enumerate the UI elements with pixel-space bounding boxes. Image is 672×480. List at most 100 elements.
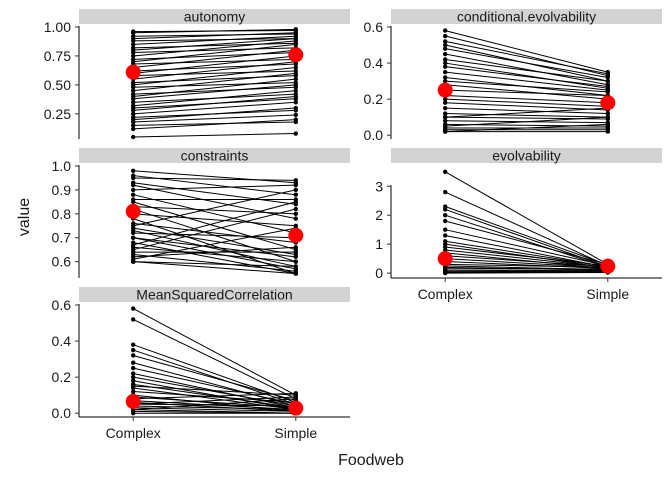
pair-line — [133, 101, 296, 115]
y-tick-label: 0.7 — [52, 230, 72, 246]
complex-point — [131, 175, 136, 181]
facet-title: autonomy — [184, 9, 245, 25]
complex-point — [131, 53, 136, 59]
pair-line — [133, 261, 296, 275]
facet-strip — [79, 287, 350, 302]
simple-point — [605, 78, 610, 84]
y-axis-title: value — [16, 198, 33, 236]
mean-point — [600, 95, 616, 111]
pair-line — [133, 246, 296, 263]
y-tick-label: 0.0 — [52, 405, 72, 421]
pair-line — [445, 62, 608, 89]
complex-point — [443, 213, 448, 218]
simple-point — [293, 91, 298, 97]
complex-point — [443, 39, 448, 44]
pair-line — [133, 349, 296, 405]
pair-line — [132, 318, 297, 400]
x-tick-label: Simple — [274, 425, 317, 441]
pair-line — [133, 170, 296, 184]
pair-line — [445, 214, 608, 268]
simple-point — [293, 100, 298, 105]
simple-point — [293, 394, 298, 400]
simple-point — [605, 75, 610, 80]
pair-line — [133, 407, 296, 412]
simple-point — [293, 192, 298, 197]
pair-line — [445, 58, 608, 82]
complex-point — [131, 342, 136, 347]
complex-point — [131, 88, 136, 93]
pair-line — [133, 355, 296, 402]
pair-line — [133, 376, 296, 407]
complex-point — [443, 105, 448, 111]
simple-point — [605, 71, 610, 77]
complex-point — [131, 353, 136, 358]
pair-line — [445, 206, 608, 266]
simple-point — [293, 266, 298, 272]
simple-point — [293, 76, 298, 82]
complex-point — [131, 249, 136, 255]
pair-line — [445, 255, 608, 268]
complex-point — [443, 28, 448, 33]
y-tick-label: 0.75 — [44, 48, 71, 64]
simple-point — [293, 73, 298, 78]
mean-point — [288, 400, 304, 416]
pair-line — [445, 272, 608, 274]
complex-point — [131, 257, 136, 262]
simple-point — [293, 112, 298, 118]
pair-line — [133, 396, 296, 405]
pair-line — [133, 78, 296, 97]
pair-line — [133, 63, 296, 72]
pair-line — [445, 48, 608, 78]
y-tick-label: 0.2 — [364, 91, 384, 107]
pair-line — [133, 32, 296, 40]
simple-point — [293, 28, 298, 33]
simple-point — [293, 68, 298, 74]
pair-line — [133, 58, 296, 65]
pair-line — [445, 107, 608, 118]
panels-layer: autonomy0.250.500.751.00conditional.evol… — [44, 9, 662, 441]
complex-point — [443, 118, 448, 123]
facet-strip — [79, 9, 350, 24]
complex-point — [131, 45, 136, 51]
pair-line — [133, 403, 296, 407]
pair-line — [445, 116, 608, 127]
pair-line — [133, 38, 296, 51]
y-tick-label: 1 — [375, 236, 383, 252]
complex-point — [131, 360, 136, 365]
y-tick-label: 0.4 — [364, 55, 384, 71]
pair-line — [445, 80, 608, 93]
complex-point — [443, 207, 448, 212]
pair-line — [133, 86, 296, 95]
simple-point — [293, 80, 298, 85]
complex-point — [131, 306, 136, 311]
simple-point — [293, 216, 298, 221]
facet-title: MeanSquaredCorrelation — [136, 287, 292, 303]
pair-line — [133, 189, 296, 227]
y-tick-label: 0.6 — [364, 19, 384, 35]
pair-line — [133, 93, 296, 103]
simple-point — [605, 127, 610, 132]
complex-point — [131, 103, 136, 108]
complex-point — [131, 230, 136, 236]
simple-point — [293, 36, 298, 41]
x-tick-label: Simple — [586, 286, 629, 302]
pair-line — [133, 75, 296, 84]
facet-title: constraints — [181, 148, 249, 164]
pair-line — [133, 98, 296, 109]
y-tick-label: 0.6 — [52, 254, 72, 270]
pair-line — [133, 177, 296, 181]
simple-point — [293, 391, 298, 396]
simple-point — [293, 211, 298, 217]
complex-point — [443, 78, 448, 84]
simple-point — [293, 119, 298, 125]
simple-point — [293, 88, 298, 93]
mean-point — [125, 393, 141, 409]
simple-point — [293, 199, 298, 205]
complex-point — [131, 134, 136, 140]
pair-line — [133, 362, 296, 407]
pair-line — [445, 95, 608, 104]
complex-point — [131, 111, 136, 117]
complex-point — [443, 42, 448, 48]
complex-point — [131, 126, 136, 132]
y-tick-label: 1.00 — [44, 19, 71, 35]
